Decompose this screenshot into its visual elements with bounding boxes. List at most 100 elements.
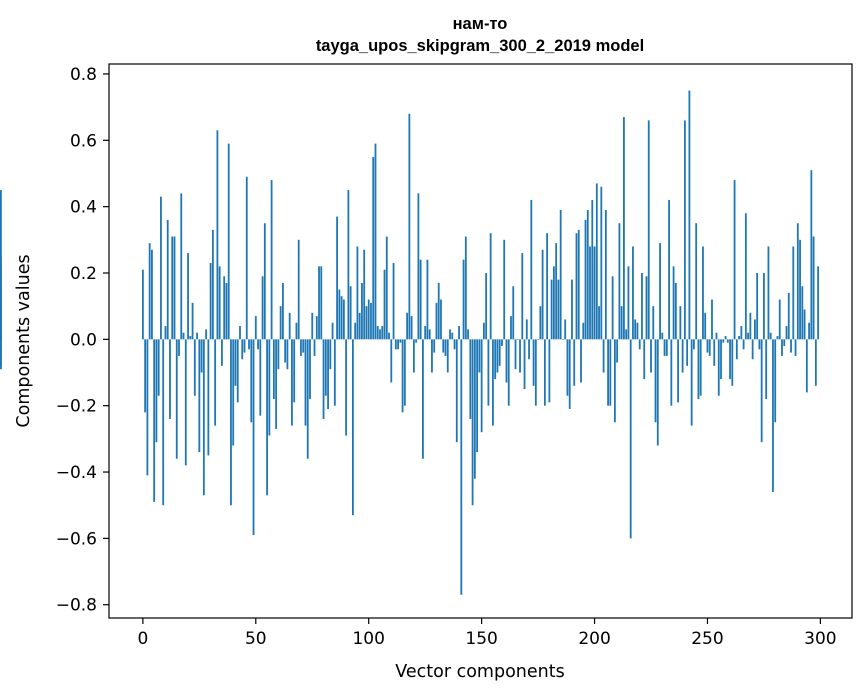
bars-group <box>0 90 820 595</box>
bar-18 <box>182 332 185 340</box>
bar-233 <box>668 200 670 340</box>
bar-61 <box>279 306 282 340</box>
bar-113 <box>397 339 399 350</box>
bar-56 <box>268 339 271 436</box>
bar-150 <box>480 339 483 433</box>
y-tick-label: 0.2 <box>70 264 97 284</box>
bar-48 <box>250 339 253 423</box>
bar-299 <box>817 266 820 340</box>
bar-203 <box>600 186 603 340</box>
bar-139 <box>455 339 458 443</box>
bar-47 <box>248 339 250 350</box>
bar-166 <box>516 339 519 340</box>
bar-30 <box>209 263 212 340</box>
y-tick-label: −0.8 <box>56 596 97 616</box>
bar-120 <box>412 339 415 373</box>
bar-29 <box>207 339 210 456</box>
bar-234 <box>670 339 673 406</box>
bar-288 <box>792 246 795 340</box>
chart-title-line2: tayga_upos_skipgram_300_2_2019 model <box>316 37 644 55</box>
bar-42 <box>236 339 239 403</box>
bar-19 <box>184 339 187 466</box>
bar-105 <box>379 329 381 340</box>
bar-228 <box>656 339 659 446</box>
x-tick-label: 300 <box>804 629 836 649</box>
bar-282 <box>778 299 781 340</box>
bar-167 <box>519 339 521 373</box>
bar-41 <box>234 339 237 386</box>
bar-101 <box>370 302 372 340</box>
bar-218 <box>634 319 637 340</box>
bar-74 <box>309 339 311 400</box>
bar-53 <box>261 276 264 340</box>
bar-287 <box>790 339 792 353</box>
bar-96 <box>358 312 361 340</box>
bar-285 <box>785 326 788 340</box>
bar-278 <box>769 332 772 340</box>
bar-57 <box>270 180 273 340</box>
bar-109 <box>388 332 390 340</box>
bar-88 <box>340 296 343 340</box>
bar-159 <box>501 339 503 346</box>
bar-22 <box>191 302 194 340</box>
bar-173 <box>532 339 535 386</box>
bar-260 <box>729 339 731 380</box>
bar-184 <box>557 279 560 340</box>
bar-213 <box>623 117 625 340</box>
bar-121 <box>415 339 418 343</box>
bar-40 <box>232 339 235 446</box>
bar-122 <box>417 193 420 340</box>
bar-154 <box>489 233 492 340</box>
bar-119 <box>410 316 413 340</box>
bar-266 <box>742 339 745 350</box>
bar-148 <box>476 339 479 453</box>
bar-1 <box>144 339 147 413</box>
bar-73 <box>306 339 309 459</box>
bar-156 <box>494 339 497 380</box>
bar-200 <box>593 246 596 340</box>
bar-129 <box>433 339 436 353</box>
bar-160 <box>503 239 506 340</box>
bar-264 <box>738 336 740 340</box>
bar-24 <box>196 332 198 340</box>
bar-143 <box>464 236 467 340</box>
bar-107 <box>383 269 386 340</box>
bar-124 <box>422 339 424 459</box>
bar-182 <box>552 266 555 340</box>
bar-240 <box>683 120 686 340</box>
bar-155 <box>492 339 494 426</box>
bar-263 <box>735 339 738 360</box>
bar-67 <box>293 339 296 403</box>
bar-77 <box>315 316 318 340</box>
y-tick-label: −0.2 <box>56 397 97 417</box>
bar-286 <box>787 292 790 340</box>
bar-44 <box>241 339 244 360</box>
bar-193 <box>577 229 580 340</box>
bar-141 <box>460 339 463 595</box>
bar-34 <box>218 266 221 340</box>
bar-232 <box>665 339 668 356</box>
bar-13 <box>171 236 174 340</box>
bar-157 <box>496 339 499 373</box>
bar-230 <box>661 332 664 340</box>
bar-108 <box>385 236 388 340</box>
bar-225 <box>650 339 652 373</box>
bar-254 <box>715 332 718 340</box>
bar-76 <box>313 339 316 356</box>
bar-80 <box>322 339 325 419</box>
bar-103 <box>374 143 377 340</box>
bar-46 <box>245 176 248 340</box>
bar-131 <box>437 282 440 340</box>
bar-262 <box>733 180 736 340</box>
bar-201 <box>595 183 598 340</box>
bar-190 <box>571 279 573 340</box>
bar-265 <box>740 326 743 340</box>
bar-91 <box>347 190 350 340</box>
bar-102 <box>372 156 375 340</box>
x-tick-label: 150 <box>465 629 497 649</box>
bar-36 <box>223 276 226 340</box>
bar-52 <box>259 339 262 416</box>
bar-249 <box>704 312 707 340</box>
bar-14 <box>173 236 176 340</box>
bar-35 <box>221 339 223 366</box>
